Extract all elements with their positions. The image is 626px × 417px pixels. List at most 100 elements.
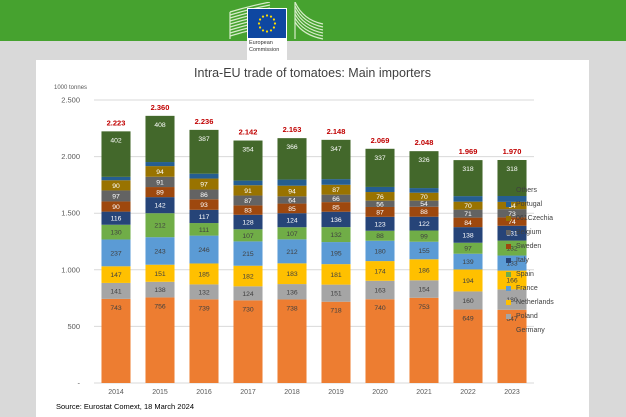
legend-label: Spain <box>516 270 534 278</box>
bar-segment-sweden <box>233 205 263 215</box>
data-label: 83 <box>244 208 252 215</box>
data-label: 212 <box>154 223 166 230</box>
bar-segment-sweden <box>101 201 131 212</box>
data-label: 128 <box>242 220 254 227</box>
data-label: 138 <box>462 232 474 239</box>
data-label: 136 <box>330 217 342 224</box>
legend-swatch <box>506 257 511 263</box>
data-label: 738 <box>286 305 298 312</box>
bar-segment-sweden <box>497 217 527 226</box>
data-label: 647 <box>506 316 518 323</box>
data-label: 318 <box>506 166 518 173</box>
bar-segment-netherlands <box>321 264 351 285</box>
bar-segment-italy <box>497 225 527 241</box>
bar-segment-netherlands <box>145 264 175 282</box>
total-label: 2.069 <box>371 136 390 145</box>
legend-item: 061Czechia <box>506 211 554 225</box>
bar-segment-france <box>321 242 351 265</box>
eu-star-icon <box>258 18 262 21</box>
bar-segment-netherlands <box>233 265 263 287</box>
legend-label: France <box>516 284 538 292</box>
bar-segment-poland <box>145 281 175 298</box>
logo-text-line1: European <box>249 40 273 46</box>
european-commission-logo: European Commission <box>247 8 287 62</box>
bar-segment-sweden <box>277 203 307 214</box>
bar-segment-poland <box>233 286 263 301</box>
bar-segment-france <box>189 235 219 264</box>
data-label: 90 <box>112 183 120 190</box>
data-label: 141 <box>110 288 122 295</box>
data-label: 185 <box>198 271 210 278</box>
bar-segment-spain <box>233 229 263 242</box>
data-label: 94 <box>156 169 164 176</box>
bar-segment-poland <box>277 284 307 300</box>
data-label: 91 <box>156 179 164 186</box>
legend-item: Poland <box>506 309 554 323</box>
legend-swatch <box>506 299 511 305</box>
data-label: 132 <box>198 289 210 296</box>
total-label: 2.148 <box>327 127 346 136</box>
data-label: 94 <box>288 189 296 196</box>
data-label: 739 <box>198 305 210 312</box>
bar-segment-belgium <box>101 190 131 202</box>
bar-segment-spain <box>321 227 351 243</box>
y-axis-unit-label: 1000 tonnes <box>54 85 88 91</box>
bar-segment-france <box>145 237 175 265</box>
chart-title: Intra-EU trade of tomatoes: Main importe… <box>194 66 431 80</box>
legend-item: Sweden <box>506 239 554 253</box>
bar-segment-061czechia <box>101 180 131 191</box>
bar-segment-sweden <box>453 217 483 228</box>
bar-segment-061czechia <box>233 185 263 196</box>
legend-label: Italy <box>516 256 529 264</box>
bar-segment-sweden <box>145 187 175 198</box>
bar-segment-belgium <box>277 196 307 204</box>
chart-legend: Others Portugal 061Czechia Belgium Sweden Ita… <box>506 183 554 337</box>
bar-segment-netherlands <box>189 263 219 285</box>
legend-item: Netherlands <box>506 295 554 309</box>
bar-segment-portugal <box>321 179 351 185</box>
data-label: 86 <box>200 192 208 199</box>
bar-segment-others <box>497 159 527 196</box>
bar-segment-portugal <box>233 180 263 186</box>
x-tick-label: 2020 <box>372 389 388 396</box>
bar-segment-061czechia <box>365 192 395 201</box>
data-label: 318 <box>462 166 474 173</box>
bar-segment-others <box>145 115 175 163</box>
bar-segment-others <box>101 131 131 177</box>
x-tick-label: 2017 <box>240 389 256 396</box>
data-label: 649 <box>462 316 474 323</box>
eu-star-icon <box>273 22 277 25</box>
data-label: 107 <box>286 231 298 238</box>
bar-segment-spain <box>409 230 439 242</box>
bar-segment-france <box>409 241 439 260</box>
bar-segment-others <box>453 160 483 197</box>
data-label: 180 <box>374 248 386 255</box>
bar-segment-italy <box>277 213 307 228</box>
y-tick-label: - <box>78 379 81 388</box>
eu-star-icon <box>261 29 265 32</box>
x-tick-label: 2018 <box>284 389 300 396</box>
data-label: 151 <box>330 291 342 298</box>
y-tick-label: 1.000 <box>61 265 80 274</box>
bar-segment-germany <box>233 300 263 383</box>
legend-label: Poland <box>516 312 538 320</box>
data-label: 166 <box>506 277 518 284</box>
data-label: 154 <box>418 287 430 294</box>
bar-segment-others <box>365 148 395 187</box>
total-label: 1.969 <box>459 147 478 156</box>
data-label: 70 <box>420 194 428 201</box>
bar-segment-spain <box>365 230 395 241</box>
bar-segment-germany <box>101 298 131 383</box>
bar-segment-spain <box>145 213 175 238</box>
bar-segment-italy <box>233 214 263 230</box>
y-tick-label: 2.000 <box>61 152 80 161</box>
bar-segment-poland <box>101 282 131 299</box>
data-label: 88 <box>376 233 384 240</box>
bar-segment-belgium <box>409 200 439 207</box>
data-label: 87 <box>332 187 340 194</box>
legend-label: Others <box>516 186 538 194</box>
total-label: 2.163 <box>283 125 302 134</box>
bar-segment-france <box>497 255 527 271</box>
total-label: 2.236 <box>195 117 214 126</box>
legend-label: Germany <box>516 326 545 334</box>
